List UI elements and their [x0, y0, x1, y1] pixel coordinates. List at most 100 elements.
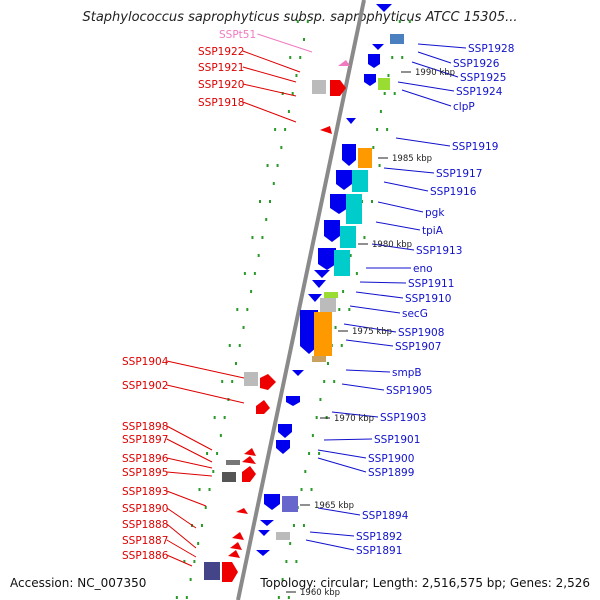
- leader-line: [375, 221, 421, 231]
- gene-ssp1919[interactable]: [346, 118, 356, 124]
- gene-sspt51[interactable]: [338, 60, 350, 66]
- right-label-ssp1928[interactable]: SSP1928: [468, 43, 514, 55]
- right-label-secg[interactable]: secG: [402, 308, 428, 320]
- left-label-ssp1896[interactable]: SSP1896: [122, 453, 169, 465]
- right-label-ssp1911[interactable]: SSP1911: [408, 278, 454, 290]
- gene-ssp1926[interactable]: [390, 34, 404, 44]
- gene-ssp1900[interactable]: [276, 440, 290, 454]
- gene-ssp1897-box[interactable]: [226, 460, 240, 465]
- gene-ssp1921b[interactable]: [364, 74, 376, 86]
- left-label-ssp1887[interactable]: SSP1887: [122, 535, 168, 547]
- left-label-ssp1893[interactable]: SSP1893: [122, 486, 168, 498]
- gene-ssp1904-box[interactable]: [244, 372, 258, 386]
- left-label-ssp1886[interactable]: SSP1886: [122, 550, 169, 562]
- right-label-ssp1899[interactable]: SSP1899: [368, 467, 414, 479]
- left-label-ssp1888[interactable]: SSP1888: [122, 519, 168, 531]
- gene-clpP[interactable]: [378, 78, 390, 90]
- gene-ssp1910[interactable]: [308, 294, 322, 302]
- gene-ssp1891-box[interactable]: [276, 532, 290, 540]
- gene-ssp1920[interactable]: [330, 80, 346, 96]
- right-label-ssp1916[interactable]: SSP1916: [430, 186, 477, 198]
- gene-ssp1925[interactable]: [372, 44, 384, 50]
- right-label-pgk[interactable]: pgk: [425, 207, 445, 219]
- right-label-ssp1907[interactable]: SSP1907: [395, 341, 441, 353]
- left-label-ssp1897[interactable]: SSP1897: [122, 434, 168, 446]
- gene-ssp1894[interactable]: [264, 494, 280, 510]
- gene-ssp1887[interactable]: [228, 550, 240, 558]
- right-label-eno[interactable]: eno: [413, 263, 433, 275]
- gene-ssp1886-box[interactable]: [204, 562, 220, 580]
- gene-ssp1908[interactable]: [300, 310, 318, 354]
- gene-ssp1888[interactable]: [230, 542, 242, 550]
- gene-ssp1901[interactable]: [278, 424, 292, 438]
- left-label-ssp1902[interactable]: SSP1902: [122, 380, 168, 392]
- right-label-ssp1901[interactable]: SSP1901: [374, 434, 420, 446]
- gene-ssp1916-box[interactable]: [352, 170, 368, 192]
- right-label-ssp1917[interactable]: SSP1917: [436, 168, 482, 180]
- left-label-ssp1895[interactable]: SSP1895: [122, 467, 168, 479]
- gene-ssp1895-box[interactable]: [222, 472, 236, 482]
- leader-line: [317, 507, 361, 516]
- right-label-tpia[interactable]: tpiA: [422, 225, 444, 237]
- gene-ssp1928[interactable]: [376, 4, 392, 12]
- gene-ssp1916[interactable]: [336, 170, 352, 190]
- gene-ssp1913-box[interactable]: [334, 250, 350, 276]
- left-label-ssp1918[interactable]: SSP1918: [198, 97, 244, 109]
- gene-ssp1893[interactable]: [236, 508, 248, 514]
- left-label-ssp1890[interactable]: SSP1890: [122, 503, 168, 515]
- right-label-ssp1908[interactable]: SSP1908: [398, 327, 444, 339]
- left-label-sspt51[interactable]: SSPt51: [219, 29, 256, 41]
- left-label-ssp1920[interactable]: SSP1920: [198, 79, 244, 91]
- right-label-smpb[interactable]: smpB: [392, 367, 422, 379]
- gene-smpB[interactable]: [292, 370, 304, 376]
- leader-line: [242, 50, 301, 73]
- gene-ssp1913[interactable]: [318, 248, 336, 270]
- gene-ssp1898[interactable]: [244, 448, 256, 456]
- gene-ssp1905[interactable]: [286, 396, 300, 406]
- gene-tpiA-box[interactable]: [340, 226, 356, 248]
- right-label-ssp1919[interactable]: SSP1919: [452, 141, 498, 153]
- gene-ssp1917[interactable]: [342, 144, 356, 166]
- gene-ssp1894-box[interactable]: [282, 496, 298, 512]
- left-label-ssp1922[interactable]: SSP1922: [198, 46, 244, 58]
- left-label-ssp1921[interactable]: SSP1921: [198, 62, 244, 74]
- right-label-ssp1891[interactable]: SSP1891: [356, 545, 402, 557]
- right-label-ssp1903[interactable]: SSP1903: [380, 412, 426, 424]
- gene-ssp1908-box[interactable]: [314, 312, 332, 356]
- gene-ssp1904[interactable]: [260, 374, 276, 390]
- gene-ssp1891[interactable]: [258, 530, 270, 536]
- right-label-ssp1892[interactable]: SSP1892: [356, 531, 402, 543]
- right-label-ssp1910[interactable]: SSP1910: [405, 293, 451, 305]
- gene-ssp1911[interactable]: [312, 280, 326, 288]
- gene-ssp1892[interactable]: [260, 520, 274, 526]
- right-label-ssp1894[interactable]: SSP1894: [362, 510, 409, 522]
- gene-ssp1902[interactable]: [256, 400, 270, 414]
- right-label-clpp[interactable]: clpP: [453, 101, 475, 113]
- gene-tpiA[interactable]: [324, 220, 340, 242]
- right-label-ssp1913[interactable]: SSP1913: [416, 245, 462, 257]
- right-label-ssp1900[interactable]: SSP1900: [368, 453, 414, 465]
- right-label-ssp1925[interactable]: SSP1925: [460, 72, 506, 84]
- gene-ssp1924[interactable]: [368, 54, 380, 68]
- gene-ssp1910-box[interactable]: [320, 298, 336, 312]
- left-label-ssp1898[interactable]: SSP1898: [122, 421, 168, 433]
- right-label-ssp1924[interactable]: SSP1924: [456, 86, 503, 98]
- gene-ssp1896[interactable]: [242, 456, 256, 464]
- gene-ssp1886[interactable]: [222, 562, 238, 582]
- gene-ssp1918[interactable]: [320, 126, 332, 134]
- gene-eno[interactable]: [314, 270, 330, 278]
- gene-secG[interactable]: [324, 292, 338, 298]
- gene-ssp1890[interactable]: [232, 532, 244, 540]
- gene-pgk-box[interactable]: [346, 194, 362, 224]
- gene-ssp1920-box[interactable]: [312, 80, 326, 94]
- right-label-ssp1905[interactable]: SSP1905: [386, 385, 432, 397]
- gene-ssp1907-box[interactable]: [312, 356, 326, 362]
- leader-line: [383, 167, 435, 174]
- left-label-ssp1904[interactable]: SSP1904: [122, 356, 169, 368]
- gene-ssp1895[interactable]: [242, 466, 256, 482]
- gene-ssp1890b[interactable]: [256, 550, 270, 556]
- leader-line: [331, 411, 379, 418]
- right-label-ssp1926[interactable]: SSP1926: [453, 58, 500, 70]
- gene-ssp1917-box[interactable]: [358, 148, 372, 168]
- gene-pgk[interactable]: [330, 194, 348, 214]
